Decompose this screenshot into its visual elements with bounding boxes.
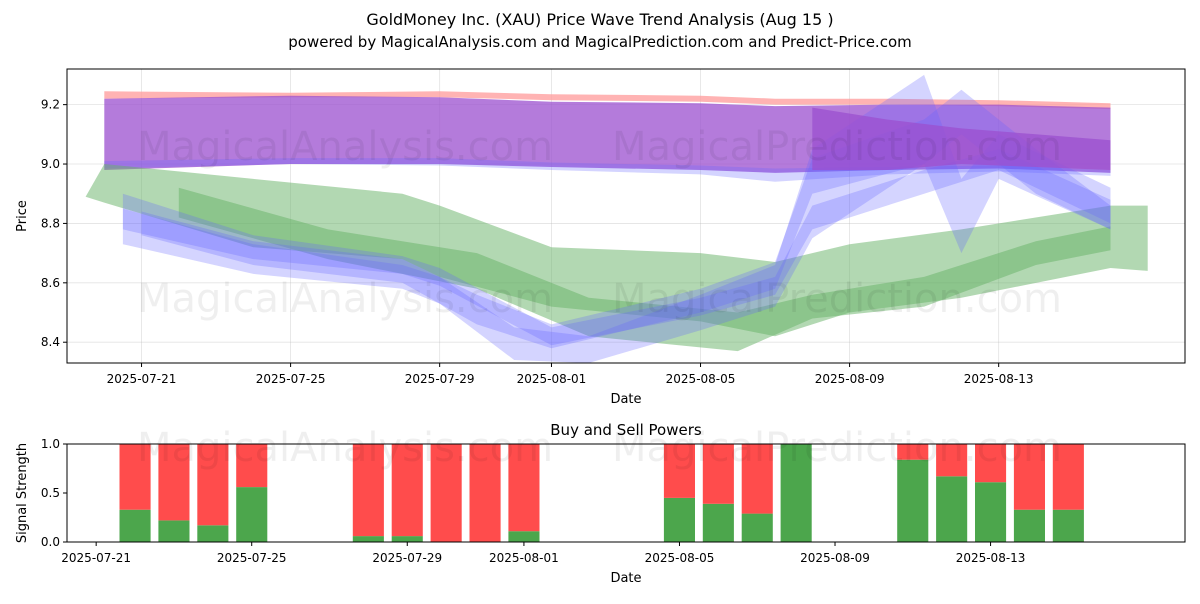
price-x-label: Date: [610, 392, 641, 407]
price-x-ticks: 2025-07-21 2025-07-25 2025-07-29 2025-08-01…: [107, 363, 1034, 386]
sell-bar: [975, 444, 1007, 483]
buy-sell-y-tick-label: 1.0: [41, 437, 60, 451]
price-y-tick-label: 8.4: [41, 335, 60, 349]
buy-bar: [158, 520, 190, 542]
buy-bar: [702, 503, 734, 542]
sell-bar: [663, 444, 695, 498]
buy-sell-x-tick-label: 2025-08-05: [645, 551, 715, 565]
sell-bar: [158, 444, 190, 521]
sell-bar: [1013, 444, 1045, 510]
sell-bar: [1052, 444, 1084, 510]
buy-sell-x-tick-label: 2025-08-01: [489, 551, 559, 565]
sell-bar: [430, 444, 462, 542]
buy-sell-x-tick-label: 2025-07-29: [372, 551, 442, 565]
buy-sell-x-tick-label: 2025-08-13: [956, 551, 1026, 565]
buy-bar: [352, 536, 384, 542]
sell-bar: [508, 444, 540, 532]
buy-sell-plot: Buy and Sell Powers MagicalAnalysis.com …: [15, 421, 1186, 586]
buy-bar: [663, 497, 695, 542]
buy-sell-x-ticks: 2025-07-21 2025-07-25 2025-07-29 2025-08-01…: [61, 542, 1025, 565]
price-band-blue-2: [104, 158, 1111, 182]
sell-bar: [469, 444, 501, 542]
watermark-top-left-1: MagicalAnalysis.com: [137, 124, 553, 170]
buy-sell-y-tick-label: 0.5: [41, 486, 60, 500]
sell-bar: [741, 444, 773, 514]
buy-bar: [236, 487, 268, 542]
figure-subtitle: powered by MagicalAnalysis.com and Magic…: [288, 33, 912, 51]
price-y-tick-label: 9.2: [41, 98, 60, 112]
buy-sell-title: Buy and Sell Powers: [550, 421, 702, 439]
buy-bar: [508, 531, 540, 542]
buy-sell-x-label: Date: [610, 571, 641, 586]
price-plot-frame: [66, 68, 1186, 364]
buy-bar: [119, 509, 151, 542]
sell-bar: [197, 444, 229, 526]
price-wave-plot: MagicalAnalysis.com MagicalPrediction.co…: [15, 68, 1186, 407]
buy-bar: [197, 525, 229, 542]
price-x-tick-label: 2025-08-05: [666, 372, 736, 386]
sell-bar: [119, 444, 151, 510]
sell-bar: [702, 444, 734, 504]
price-x-tick-label: 2025-07-21: [107, 372, 177, 386]
sell-bar: [897, 444, 929, 460]
price-band-green-4: [178, 187, 1111, 352]
buy-sell-y-label: Signal Strength: [15, 443, 30, 543]
sell-bar: [391, 444, 423, 537]
buy-sell-y-tick-label: 0.0: [41, 535, 60, 549]
price-y-tick-label: 9.0: [41, 157, 60, 171]
buy-sell-x-tick-label: 2025-08-09: [800, 551, 870, 565]
watermark-top-left-2: MagicalAnalysis.com: [137, 276, 553, 322]
buy-bar: [741, 513, 773, 542]
price-y-ticks: 8.4 8.6 8.8 9.0 9.2: [41, 98, 67, 349]
watermark-bottom-left: MagicalAnalysis.com: [137, 425, 553, 471]
price-x-tick-label: 2025-08-09: [815, 372, 885, 386]
price-y-tick-label: 8.8: [41, 216, 60, 230]
price-x-tick-label: 2025-08-01: [517, 372, 587, 386]
price-x-tick-label: 2025-08-13: [964, 372, 1034, 386]
price-bands: [85, 74, 1148, 364]
watermark-top-right-1: MagicalPrediction.com: [612, 124, 1062, 170]
buy-sell-y-ticks: 0.0 0.5 1.0: [41, 437, 67, 549]
buy-sell-bars: [119, 444, 1084, 542]
watermark-bottom-right: MagicalPrediction.com: [612, 425, 1062, 471]
sell-bar: [936, 444, 968, 477]
buy-bar: [1052, 509, 1084, 542]
buy-bar: [897, 459, 929, 542]
price-y-tick-label: 8.6: [41, 276, 60, 290]
buy-bar: [975, 482, 1007, 542]
buy-bar: [391, 536, 423, 542]
buy-bar: [1013, 509, 1045, 542]
price-band-blue-5: [122, 149, 1111, 346]
buy-sell-x-tick-label: 2025-07-21: [61, 551, 131, 565]
price-y-label: Price: [15, 200, 30, 232]
price-x-tick-label: 2025-07-25: [256, 372, 326, 386]
price-band-red-0: [104, 91, 1111, 110]
buy-bar: [936, 476, 968, 542]
sell-bar: [352, 444, 384, 537]
watermark-top-right-2: MagicalPrediction.com: [612, 276, 1062, 322]
price-band-purple-8: [812, 107, 1111, 170]
figure-title: GoldMoney Inc. (XAU) Price Wave Trend An…: [366, 10, 833, 29]
buy-bar: [780, 444, 812, 542]
price-x-tick-label: 2025-07-29: [405, 372, 475, 386]
sell-bar: [236, 444, 268, 488]
buy-sell-x-tick-label: 2025-07-25: [217, 551, 287, 565]
